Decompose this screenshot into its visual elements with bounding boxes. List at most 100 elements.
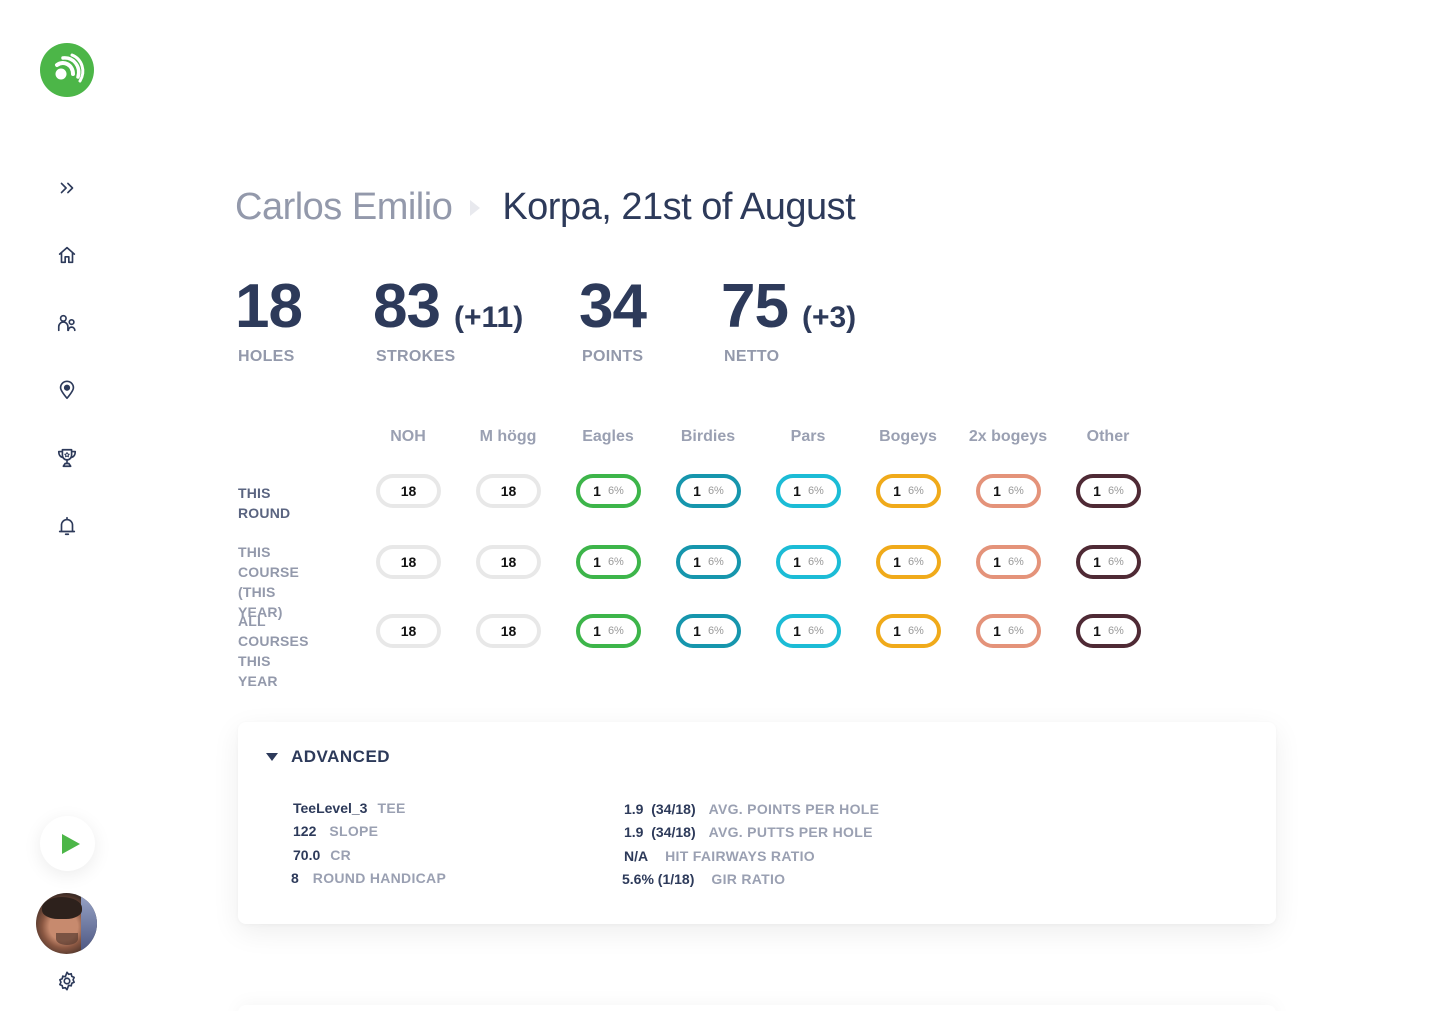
stat-label: HOLES [238,348,295,365]
stat-pill[interactable]: 1 6% [576,545,641,579]
pill-count: 1 [693,623,701,639]
sidebar-item-notifications[interactable] [54,513,80,539]
adv-row-fairways: N/A HIT FAIRWAYS RATIO [624,848,879,871]
pill-count: 1 [793,554,801,570]
stat-points: 34 POINTS [579,272,647,366]
stat-pill[interactable]: 1 6% [1076,474,1141,508]
sidebar-item-courses[interactable] [54,377,80,403]
pill-count: 18 [400,554,417,570]
pill-percent: 6% [1007,625,1024,637]
stat-pill[interactable]: 1 6% [576,474,641,508]
stat-value: 18 [235,272,303,341]
sidebar-expand-button[interactable] [54,175,80,201]
column-header: Eagles [582,428,634,445]
stat-pill[interactable]: 1 6% [776,474,841,508]
stat-pill[interactable]: 1 6% [976,545,1041,579]
trophy-icon [57,448,77,468]
pill-count: 1 [793,483,801,499]
row-label: THIS COURSE (THIS YEAR) [238,542,299,622]
app-logo[interactable] [40,43,94,97]
settings-button[interactable] [54,968,80,994]
stat-pill[interactable]: 18 [376,545,441,579]
avatar-background [81,893,97,954]
avatar-hair [42,897,82,919]
pill-percent: 6% [1007,556,1024,568]
stat-pill[interactable]: 1 6% [776,545,841,579]
stat-pill[interactable]: 1 6% [676,614,741,648]
pill-count: 1 [693,483,701,499]
pill-count: 1 [793,623,801,639]
stat-value: 83 [373,272,441,341]
column-header: NOH [390,428,426,445]
adv-label: SLOPE [329,823,379,840]
adv-value: 5.6% (1/18) [622,870,695,887]
pill-percent: 6% [607,485,624,497]
adv-label: AVG. PUTTS PER HOLE [708,824,873,841]
stat-pill[interactable]: 1 6% [976,474,1041,508]
stat-label: POINTS [582,348,644,365]
stat-pill[interactable]: 1 6% [1076,614,1141,648]
pill-count: 1 [893,623,901,639]
users-icon [57,314,76,332]
adv-label: ROUND HANDICAP [312,869,447,886]
bell-icon [58,516,76,536]
stat-holes: 18 HOLES [235,272,303,366]
stat-strokes: 83 (+11) STROKES [373,272,523,366]
adv-value: 122 [293,823,317,840]
stat-pill[interactable]: 1 6% [876,545,941,579]
caret-down-icon [266,753,278,761]
stat-pill[interactable]: 1 6% [676,474,741,508]
adv-label: HIT FAIRWAYS RATIO [665,847,815,864]
advanced-toggle[interactable]: ADVANCED [266,747,390,767]
stat-pill[interactable]: 1 6% [1076,545,1141,579]
column-header: Bogeys [879,428,937,445]
advanced-title: ADVANCED [291,747,391,766]
adv-row-tee: TeeLevel_3 TEE [291,800,446,823]
pill-percent: 6% [907,556,924,568]
adv-value: TeeLevel_3 [293,800,368,816]
adv-row-avg-points: 1.9 (34/18) AVG. POINTS PER HOLE [624,801,879,824]
stat-pill[interactable]: 18 [476,545,541,579]
stat-pill[interactable]: 18 [476,474,541,508]
pill-count: 18 [500,623,517,639]
stat-pill[interactable]: 1 6% [576,614,641,648]
breadcrumb-player-link[interactable]: Carlos Emilio [235,186,453,228]
row-label-line2: (THIS YEAR) [238,584,283,620]
pill-count: 1 [993,623,1001,639]
map-pin-icon [59,380,75,400]
pill-percent: 6% [607,625,624,637]
adv-label: TEE [377,800,406,816]
stat-delta: (+11) [453,301,524,334]
adv-label: AVG. POINTS PER HOLE [708,801,880,817]
pill-count: 1 [593,623,601,639]
stat-pill[interactable]: 1 6% [676,545,741,579]
stat-label: NETTO [724,348,780,365]
pill-percent: 6% [1107,556,1124,568]
row-label-line2: THIS YEAR [238,653,278,689]
stat-pill[interactable]: 18 [376,474,441,508]
pill-count: 18 [500,483,517,499]
user-avatar[interactable] [36,893,97,954]
sidebar-item-tournaments[interactable] [54,445,80,471]
stat-pill[interactable]: 1 6% [876,474,941,508]
pill-count: 1 [893,554,901,570]
pill-count: 1 [993,554,1001,570]
stat-pill[interactable]: 1 6% [976,614,1041,648]
stat-label: STROKES [376,348,456,365]
sidebar-item-home[interactable] [54,242,80,268]
sidebar-item-players[interactable] [54,310,80,336]
pill-count: 1 [993,483,1001,499]
stat-delta: (+3) [801,301,857,334]
adv-row-slope: 122 SLOPE [291,823,446,846]
page-title: Korpa, 21st of August [502,186,856,228]
column-header: Birdies [680,428,736,445]
stat-pill[interactable]: 18 [376,614,441,648]
pill-count: 1 [1093,554,1101,570]
pill-count: 18 [400,483,417,499]
play-round-button[interactable] [40,816,95,871]
adv-value: N/A [624,847,649,864]
stat-pill[interactable]: 1 6% [776,614,841,648]
stat-pill[interactable]: 18 [476,614,541,648]
adv-value: 8 [291,869,299,886]
stat-pill[interactable]: 1 6% [876,614,941,648]
